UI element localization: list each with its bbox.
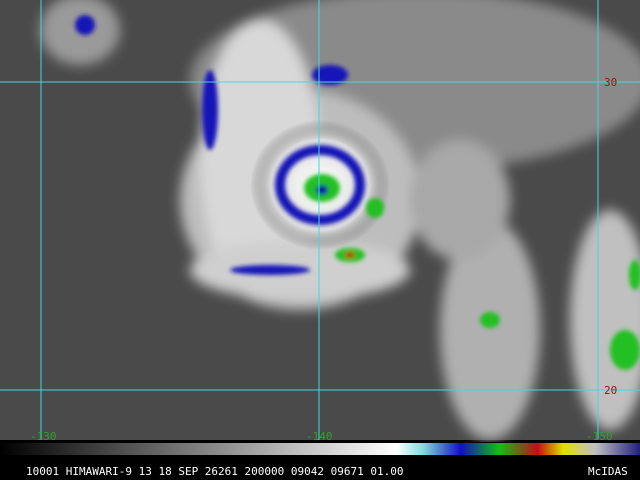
lat-label: 20: [604, 384, 617, 397]
grid: [0, 0, 640, 440]
color-bar: [0, 443, 640, 455]
lon-label: -140: [306, 430, 333, 443]
convection: [75, 15, 640, 370]
lon-label: -130: [30, 430, 57, 443]
brand: McIDAS: [588, 465, 628, 478]
lon-label: -150: [586, 430, 613, 443]
caption: 10001 HIMAWARI-9 13 18 SEP 26261 200000 …: [26, 465, 404, 478]
lat-label: 30: [604, 76, 617, 89]
